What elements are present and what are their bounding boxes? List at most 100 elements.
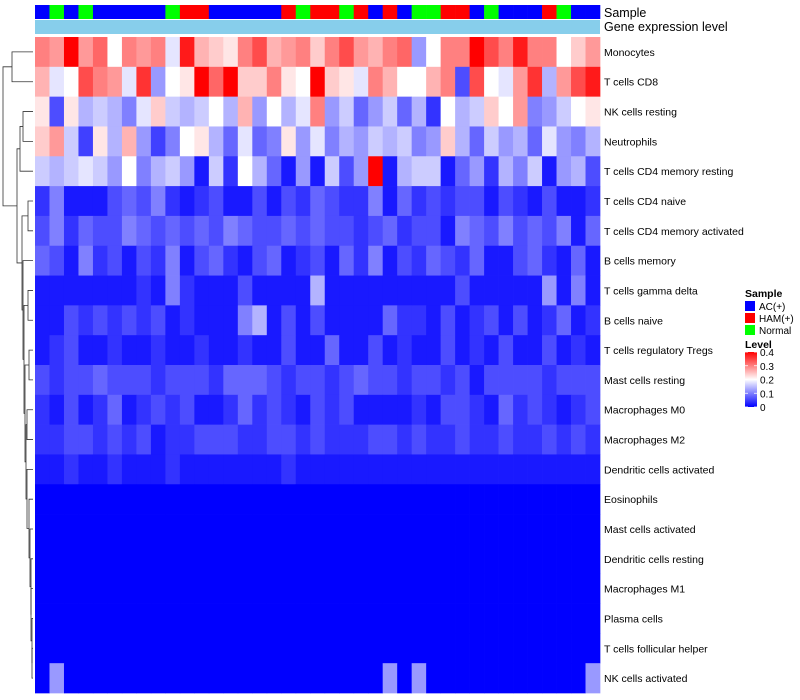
dendrogram-branch xyxy=(2,66,17,207)
sample-annotation-bar xyxy=(35,5,601,19)
heatmap-cell xyxy=(208,126,224,157)
heatmap-cell xyxy=(92,335,108,366)
heatmap-cell xyxy=(281,484,297,515)
heatmap-cell xyxy=(324,633,340,664)
heatmap-cell xyxy=(571,454,586,485)
heatmap-cell xyxy=(440,96,456,127)
heatmap-cell xyxy=(542,126,557,157)
heatmap-cell xyxy=(150,365,166,396)
heatmap-cell xyxy=(411,305,427,336)
heatmap-cell xyxy=(252,156,268,187)
heatmap-cell xyxy=(121,156,137,187)
heatmap-cell xyxy=(150,335,166,366)
heatmap-cell xyxy=(208,186,224,217)
heatmap-cell xyxy=(49,66,65,97)
heatmap-cell xyxy=(295,37,311,68)
heatmap-cell xyxy=(295,603,311,634)
heatmap-cell xyxy=(513,215,528,247)
heatmap-cell xyxy=(382,66,398,97)
heatmap-cell xyxy=(498,484,514,515)
heatmap-cell xyxy=(136,245,152,276)
heatmap-cell xyxy=(35,335,50,366)
heatmap-cell xyxy=(179,663,195,694)
sample-annotation-cell xyxy=(223,5,239,19)
heatmap-cell xyxy=(237,215,253,247)
heatmap-cell xyxy=(92,365,108,396)
heatmap-cell xyxy=(571,633,586,664)
heatmap-cell xyxy=(455,394,470,425)
heatmap-cell xyxy=(63,663,79,694)
heatmap-cell xyxy=(252,514,268,545)
heatmap-cell xyxy=(498,245,514,276)
heatmap-cell xyxy=(78,663,94,694)
dendrogram-branch xyxy=(31,647,33,679)
heatmap-cell xyxy=(556,424,572,455)
heatmap-cell xyxy=(513,305,528,336)
heatmap-cell xyxy=(150,603,166,634)
heatmap-cell xyxy=(194,454,210,485)
row-label: T cells CD4 naive xyxy=(604,196,686,208)
heatmap-cell xyxy=(63,126,79,157)
heatmap-cell xyxy=(556,96,572,127)
heatmap-cell xyxy=(484,156,499,187)
heatmap-cell xyxy=(382,245,398,276)
level-legend-tick-label: 0.3 xyxy=(760,362,774,373)
heatmap-cell xyxy=(208,603,224,634)
heatmap-cell xyxy=(484,424,499,455)
heatmap-cell xyxy=(266,603,282,634)
heatmap-cell xyxy=(223,424,239,455)
heatmap-cell xyxy=(411,394,427,425)
heatmap-cell xyxy=(281,365,297,396)
heatmap-cell xyxy=(136,633,152,664)
heatmap-cell xyxy=(585,603,601,634)
heatmap-cell xyxy=(266,305,282,336)
heatmap-cell xyxy=(440,514,456,545)
heatmap-cell xyxy=(324,603,340,634)
heatmap-cell xyxy=(542,186,557,217)
heatmap-cell xyxy=(107,454,123,485)
heatmap-cell xyxy=(281,186,297,217)
heatmap-cell xyxy=(107,663,123,694)
sample-annotation-cell xyxy=(542,5,557,19)
heatmap-cell xyxy=(339,543,355,575)
heatmap-cell xyxy=(353,37,369,68)
heatmap-cell xyxy=(382,305,398,336)
heatmap-cell xyxy=(237,96,253,127)
heatmap-cell xyxy=(324,514,340,545)
heatmap-cell xyxy=(252,543,268,575)
heatmap-cell xyxy=(455,275,470,306)
heatmap-cell xyxy=(426,484,441,515)
heatmap-cell xyxy=(542,275,557,306)
heatmap-cell xyxy=(63,454,79,485)
heatmap-cell xyxy=(411,156,427,187)
heatmap-cell xyxy=(92,66,108,97)
row-label: Dendritic cells resting xyxy=(604,554,704,566)
heatmap-cell xyxy=(556,305,572,336)
row-label: B cells naive xyxy=(604,315,663,327)
heatmap-cell xyxy=(310,126,326,157)
heatmap-cell xyxy=(165,275,181,306)
heatmap-cell xyxy=(310,66,326,97)
heatmap-cell xyxy=(513,514,528,545)
heatmap-cell xyxy=(527,37,543,68)
heatmap-cell xyxy=(78,305,94,336)
heatmap-cell xyxy=(382,543,398,575)
heatmap-cell xyxy=(542,484,557,515)
heatmap-cell xyxy=(92,215,108,247)
heatmap-cell xyxy=(92,186,108,217)
heatmap-cell xyxy=(571,215,586,247)
heatmap-cell xyxy=(397,424,413,455)
heatmap-cell xyxy=(585,663,601,694)
heatmap-cell xyxy=(237,37,253,68)
heatmap-cell xyxy=(426,454,441,485)
heatmap-cell xyxy=(585,96,601,127)
heatmap-cell xyxy=(295,335,311,366)
heatmap-cell xyxy=(266,454,282,485)
heatmap-cell xyxy=(35,484,50,515)
heatmap-cell xyxy=(440,663,456,694)
heatmap-cell xyxy=(513,186,528,217)
heatmap-cell xyxy=(252,215,268,247)
heatmap-cell xyxy=(339,394,355,425)
heatmap-cell xyxy=(513,543,528,575)
heatmap-cell xyxy=(295,543,311,575)
